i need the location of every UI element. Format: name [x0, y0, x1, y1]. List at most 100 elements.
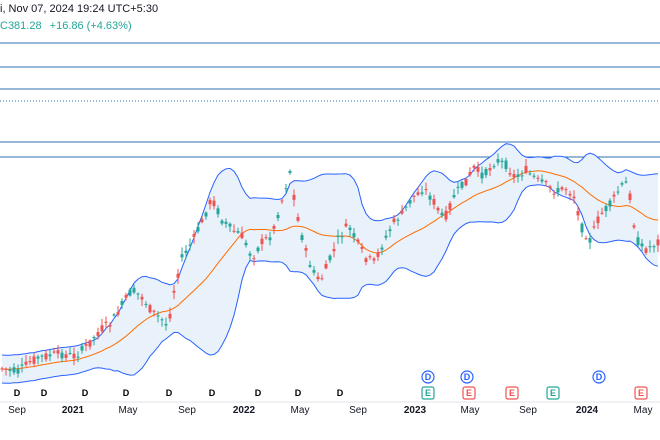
earnings-icon[interactable]: E: [634, 386, 648, 400]
candle: [532, 173, 536, 179]
candle: [500, 157, 504, 169]
earnings-icon[interactable]: E: [421, 386, 435, 400]
dividend-icon[interactable]: D: [38, 387, 50, 399]
x-tick-label: 2021: [62, 405, 85, 416]
bollinger-bands: [1, 143, 659, 384]
candle: [324, 260, 328, 270]
candle: [64, 350, 68, 362]
x-tick-label: May: [461, 405, 480, 416]
x-tick-label: Sep: [349, 405, 367, 416]
candle: [192, 230, 196, 244]
band-fill: [2, 143, 658, 384]
candle: [392, 214, 396, 225]
candle: [172, 285, 176, 300]
candle: [0, 366, 4, 372]
dividend-icon[interactable]: D: [163, 387, 175, 399]
event-markers[interactable]: D D D D D D D D D E E E E ED D D: [11, 370, 648, 400]
candle: [224, 218, 228, 228]
earnings-icon[interactable]: E: [462, 386, 476, 400]
candle: [440, 208, 444, 218]
svg-text:E: E: [466, 388, 472, 398]
candle: [416, 186, 420, 197]
candle: [576, 205, 580, 221]
candle: [288, 169, 292, 175]
candle: [564, 187, 568, 196]
candle: [540, 174, 544, 184]
candle: [444, 205, 448, 222]
candle: [380, 244, 384, 255]
dividend-icon[interactable]: D: [592, 370, 606, 384]
candle: [244, 239, 248, 248]
candle: [16, 364, 20, 378]
candle: [24, 354, 28, 367]
candle: [492, 163, 496, 169]
candle: [488, 163, 492, 176]
candle: [144, 301, 148, 308]
candle: [124, 292, 128, 301]
x-tick-label: 2022: [233, 405, 256, 416]
candle: [480, 166, 484, 184]
candle: [80, 342, 84, 354]
last-price-label: C381.28: [0, 20, 42, 32]
candle: [388, 225, 392, 238]
candle: [528, 170, 532, 176]
svg-text:D: D: [209, 388, 216, 398]
candle: [452, 189, 456, 199]
earnings-icon[interactable]: E: [546, 386, 560, 400]
svg-text:E: E: [550, 388, 556, 398]
candle: [596, 210, 600, 229]
upper-band-line: [1, 143, 659, 356]
dividend-icon[interactable]: D: [252, 387, 264, 399]
price-change-row: C381.28 +16.86 (+4.63%): [0, 20, 132, 32]
candle: [28, 355, 32, 365]
candle: [620, 181, 624, 187]
svg-text:D: D: [14, 388, 21, 398]
candle: [12, 363, 16, 375]
dividend-icon[interactable]: D: [11, 387, 23, 399]
candle: [436, 206, 440, 215]
dividend-icon[interactable]: D: [421, 370, 435, 384]
candle: [328, 254, 332, 264]
candle: [76, 351, 80, 363]
earnings-icon[interactable]: E: [505, 386, 519, 400]
svg-text:D: D: [82, 388, 89, 398]
candle: [188, 238, 192, 251]
candle: [584, 235, 588, 240]
candle: [348, 224, 352, 237]
candle: [352, 228, 356, 243]
dividend-icon[interactable]: D: [120, 387, 132, 399]
candle: [368, 254, 372, 260]
candle: [608, 198, 612, 212]
svg-text:D: D: [464, 372, 471, 382]
candle: [624, 176, 628, 184]
dividend-icon[interactable]: D: [334, 387, 346, 399]
candle: [524, 158, 528, 175]
candle: [8, 366, 12, 377]
dividend-icon[interactable]: D: [79, 387, 91, 399]
candle: [600, 207, 604, 215]
candle: [260, 234, 264, 251]
candle: [204, 211, 208, 220]
candle: [396, 217, 400, 226]
candle: [220, 219, 224, 226]
candle: [140, 293, 144, 307]
dividend-icon[interactable]: D: [206, 387, 218, 399]
candle: [168, 307, 172, 322]
candle: [636, 231, 640, 247]
dividend-icon[interactable]: D: [292, 387, 304, 399]
dividend-icon[interactable]: D: [460, 370, 474, 384]
candle: [504, 157, 508, 172]
candle: [320, 274, 324, 281]
candle: [292, 189, 296, 207]
candle: [408, 198, 412, 208]
candle: [44, 349, 48, 362]
candle: [512, 169, 516, 184]
candle: [360, 243, 364, 254]
candle: [424, 182, 428, 195]
basis-line: [1, 170, 659, 370]
candle: [632, 223, 636, 230]
candle: [300, 232, 304, 243]
candle: [544, 179, 548, 187]
candle: [552, 190, 556, 199]
